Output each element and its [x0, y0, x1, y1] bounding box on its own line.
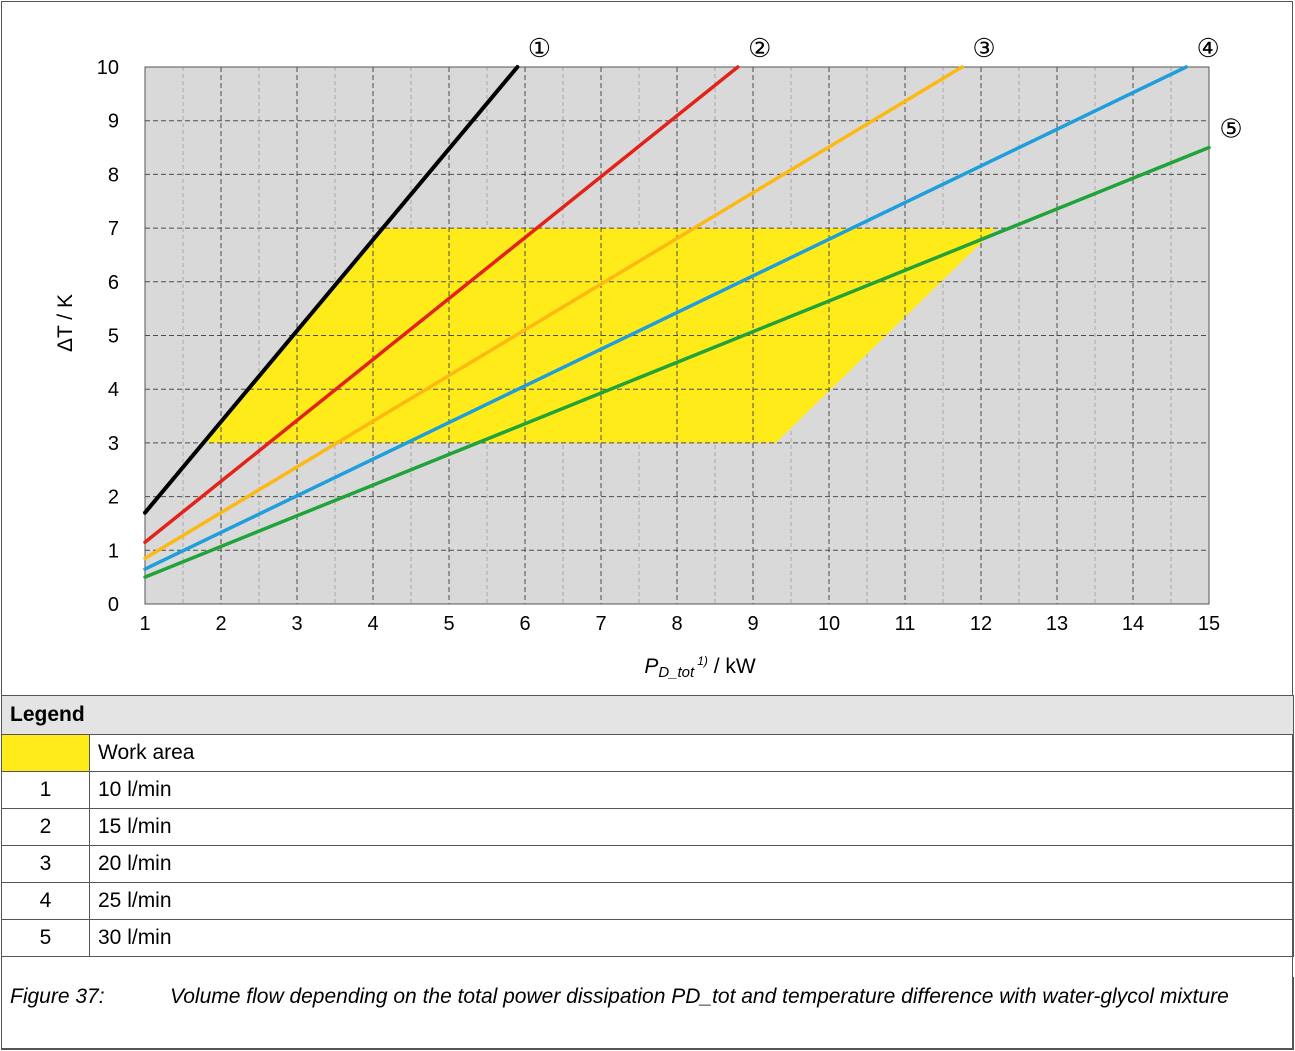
x-axis-label-subscript: D_tot: [658, 664, 695, 681]
x-tick-label: 11: [895, 613, 916, 635]
legend-number: 3: [1, 845, 90, 883]
x-axis-label-superscript: 1): [697, 654, 708, 668]
legend-label-work-area: Work area: [89, 734, 1294, 772]
y-axis-label: ΔT / K: [54, 294, 77, 352]
y-tick-label: 8: [108, 164, 119, 186]
x-tick-label: 10: [818, 613, 840, 635]
y-tick-label: 7: [108, 218, 119, 240]
work-area-swatch: [1, 734, 90, 772]
legend-label: 10 l/min: [89, 771, 1294, 809]
series-markers: ① ② ③ ④ ⑤: [528, 33, 1243, 144]
chart: ① ② ③ ④⑤ 1 2 3 4 5 6 7 8 9 10 11 12 13 14 15 012345678910…: [54, 33, 1243, 681]
y-tick-label: 10: [97, 57, 119, 79]
legend-label: 25 l/min: [89, 882, 1294, 920]
legend-row: 5 30 l/min: [1, 919, 1294, 957]
x-tick-label: 12: [970, 613, 992, 635]
y-tick-label: 9: [108, 111, 119, 133]
y-tick-label: 1: [108, 540, 119, 562]
x-tick-label: 1: [139, 613, 150, 635]
series-marker-label: ③: [972, 33, 995, 63]
x-axis-label: PD_tot1) / kW: [644, 654, 756, 681]
x-axis-label-main: P: [644, 655, 658, 678]
legend-row: 3 20 l/min: [1, 845, 1294, 883]
legend-number: 5: [1, 919, 90, 957]
legend-row: 4 25 l/min: [1, 882, 1294, 920]
x-tick-labels: 1 2 3 4 5 6 7 8 9 10 11 12 13 14 15: [139, 613, 1220, 635]
series-lines: [143, 65, 1211, 579]
x-tick-label: 13: [1046, 613, 1068, 635]
y-tick-label: 5: [108, 326, 119, 348]
series-line: [143, 65, 520, 515]
x-tick-label: 3: [291, 613, 302, 635]
series-marker-label: ①: [528, 33, 551, 63]
legend-title: Legend: [1, 695, 1294, 735]
legend-table: Legend Work area 1 10 l/min 2 15 l/min 3…: [1, 695, 1294, 957]
legend-row-work-area: Work area: [1, 734, 1294, 772]
x-tick-label: 7: [595, 613, 606, 635]
legend-label: 15 l/min: [89, 808, 1294, 846]
x-tick-label: 8: [671, 613, 682, 635]
legend-row: 1 10 l/min: [1, 771, 1294, 809]
legend-number: 2: [1, 808, 90, 846]
x-axis-label-unit: / kW: [708, 655, 756, 678]
legend-number: 1: [1, 771, 90, 809]
series-marker-label: ②: [748, 33, 771, 63]
x-tick-label: 15: [1198, 613, 1220, 635]
y-tick-label: 4: [108, 379, 119, 401]
legend-row: 2 15 l/min: [1, 808, 1294, 846]
x-tick-label: 4: [367, 613, 378, 635]
legend-label: 20 l/min: [89, 845, 1294, 883]
x-tick-label: 5: [443, 613, 454, 635]
x-tick-label: 2: [215, 613, 226, 635]
y-tick-label: 0: [108, 594, 119, 616]
x-tick-label: 14: [1122, 613, 1144, 635]
major-grid: [144, 66, 1210, 605]
series-marker-label: ④: [1197, 33, 1220, 63]
y-tick-labels: 0 1 2 3 4 5 6 7 8 9 10: [97, 57, 119, 616]
legend-number: 4: [1, 882, 90, 920]
y-tick-label: 2: [108, 487, 119, 509]
x-tick-label: 9: [747, 613, 758, 635]
series-line: [143, 145, 1211, 579]
x-tick-label: 6: [519, 613, 530, 635]
caption-text: Volume flow depending on the total power…: [170, 985, 1229, 1008]
series-line: [143, 65, 1188, 571]
figure-number: Figure 37:: [10, 985, 105, 1008]
series-line: [143, 65, 964, 561]
figure-caption: Figure 37: Volume flow depending on the …: [1, 977, 1294, 1050]
legend-header-row: Legend: [1, 695, 1294, 735]
series-line: [143, 65, 740, 544]
series-marker-label: ⑤: [1219, 114, 1242, 144]
legend-label: 30 l/min: [89, 919, 1294, 957]
plot-border: [144, 66, 1210, 605]
y-tick-label: 3: [108, 433, 119, 455]
y-tick-label: 6: [108, 272, 119, 294]
